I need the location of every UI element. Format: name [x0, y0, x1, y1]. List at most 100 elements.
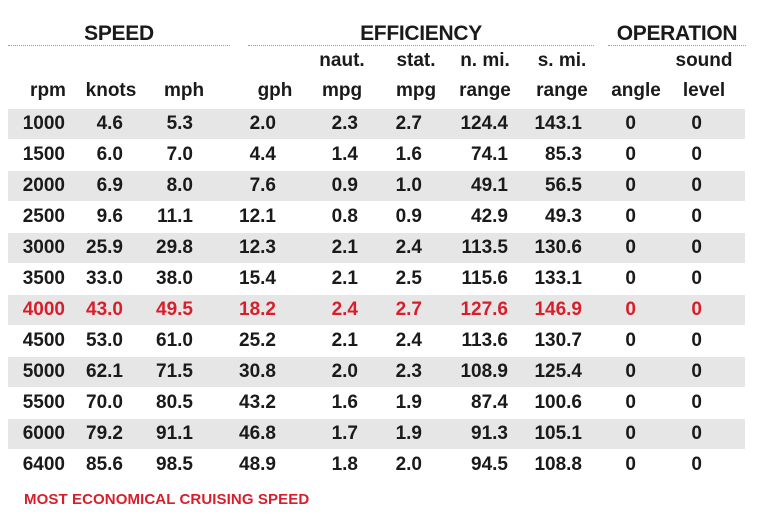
table-cell: 4500 — [22, 330, 65, 351]
table-cell: 2.1 — [331, 330, 358, 351]
table-cell: 130.7 — [534, 330, 582, 351]
table-row: 2000 6.9 8.0 7.6 0.9 1.0 49.1 56.5 0 0 — [8, 171, 745, 201]
table-row: 6000 79.2 91.1 46.8 1.7 1.9 91.3 105.1 0 0 — [8, 419, 745, 449]
table-cell: 91.1 — [156, 423, 193, 444]
column-header: naut. mpg — [307, 46, 377, 106]
table-cell: 0 — [691, 361, 702, 382]
column-header-bottom: mpg — [395, 80, 437, 101]
table-cell: 8.0 — [166, 175, 193, 196]
column-header: knots — [76, 46, 146, 106]
table-cell: 0.9 — [395, 206, 422, 227]
table-cell: 0 — [625, 454, 636, 475]
table-cell: 43.0 — [86, 299, 123, 320]
table-row: 4500 53.0 61.0 25.2 2.1 2.4 113.6 130.7 0 0 — [8, 326, 745, 356]
column-header: rpm — [13, 46, 83, 106]
table-cell: 0 — [625, 361, 636, 382]
table-cell: 87.4 — [471, 392, 508, 413]
group-title-operation: OPERATION — [616, 22, 738, 45]
table-cell: 9.6 — [96, 206, 123, 227]
table-cell: 12.3 — [239, 237, 276, 258]
table-cell: 4.4 — [249, 144, 276, 165]
table-cell: 6.9 — [96, 175, 123, 196]
column-header-bottom: knots — [85, 80, 137, 101]
table-cell: 1.7 — [331, 423, 358, 444]
group-header-efficiency: EFFICIENCY — [248, 22, 594, 46]
table-cell: 18.2 — [239, 299, 276, 320]
column-header-top — [76, 46, 146, 76]
table-cell: 29.8 — [156, 237, 193, 258]
table-cell: 46.8 — [239, 423, 276, 444]
table-cell: 71.5 — [156, 361, 193, 382]
table-cell: 0 — [625, 144, 636, 165]
table-cell: 113.6 — [461, 330, 509, 351]
table-cell: 12.1 — [239, 206, 276, 227]
table-cell: 0 — [625, 237, 636, 258]
column-header-bottom: level — [682, 80, 726, 101]
group-divider — [8, 45, 230, 46]
table-cell: 4000 — [22, 299, 65, 320]
column-header-top: n. mi. — [460, 50, 510, 71]
table-cell: 0 — [691, 175, 702, 196]
table-cell: 0 — [691, 113, 702, 134]
column-header-top: naut. — [319, 50, 365, 71]
table-cell: 125.4 — [534, 361, 582, 382]
table-cell: 2500 — [22, 206, 65, 227]
column-header-top: sound — [675, 50, 733, 71]
table-cell: 1.9 — [395, 423, 422, 444]
table-cell: 130.6 — [534, 237, 582, 258]
table-cell: 79.2 — [86, 423, 123, 444]
table-cell: 0 — [691, 299, 702, 320]
table-cell: 5500 — [22, 392, 65, 413]
table-cell: 0 — [625, 175, 636, 196]
table-cell: 6000 — [22, 423, 65, 444]
table-cell: 30.8 — [239, 361, 276, 382]
table-cell: 38.0 — [156, 268, 193, 289]
table-cell: 2.1 — [331, 268, 358, 289]
table-cell: 61.0 — [156, 330, 193, 351]
table-cell: 0 — [691, 144, 702, 165]
table-cell: 98.5 — [156, 454, 193, 475]
table-cell: 2.4 — [331, 299, 358, 320]
table-cell: 1.8 — [331, 454, 358, 475]
table-cell: 0 — [625, 113, 636, 134]
table-cell: 74.1 — [471, 144, 508, 165]
table-cell: 49.5 — [156, 299, 193, 320]
table-cell: 113.5 — [461, 237, 509, 258]
table-cell: 0 — [625, 268, 636, 289]
table-cell: 62.1 — [86, 361, 123, 382]
column-header: mph — [149, 46, 219, 106]
table-cell: 85.6 — [86, 454, 123, 475]
table-row: 3000 25.9 29.8 12.3 2.1 2.4 113.5 130.6 0 0 — [8, 233, 745, 263]
table-cell: 5.3 — [166, 113, 193, 134]
column-header-top — [601, 46, 671, 76]
group-title-efficiency: EFFICIENCY — [360, 22, 482, 45]
table-row: 3500 33.0 38.0 15.4 2.1 2.5 115.6 133.1 0 0 — [8, 264, 745, 294]
table-cell: 43.2 — [239, 392, 276, 413]
table-cell: 0.9 — [331, 175, 358, 196]
table-cell: 0 — [625, 206, 636, 227]
column-header-row: rpm knots mph gph naut. mpg stat. mpg n. mi. rang… — [0, 46, 759, 106]
column-header-bottom: range — [459, 80, 511, 101]
group-divider — [248, 45, 594, 46]
table-cell: 0 — [691, 206, 702, 227]
column-header-top: stat. — [396, 50, 436, 71]
group-header-speed: SPEED — [8, 22, 230, 46]
table-cell: 115.6 — [461, 268, 509, 289]
column-header: n. mi. range — [450, 46, 520, 106]
table-cell: 7.6 — [249, 175, 276, 196]
column-header-bottom: mpg — [321, 80, 363, 101]
table-cell: 2.7 — [395, 299, 422, 320]
table-cell: 0 — [691, 330, 702, 351]
table-cell: 1.9 — [395, 392, 422, 413]
table-cell: 1.4 — [331, 144, 358, 165]
table-row: 1000 4.6 5.3 2.0 2.3 2.7 124.4 143.1 0 0 — [8, 109, 745, 139]
table-cell: 2.1 — [331, 237, 358, 258]
table-row: 2500 9.6 11.1 12.1 0.8 0.9 42.9 49.3 0 0 — [8, 202, 745, 232]
column-header: s. mi. range — [527, 46, 597, 106]
table-cell: 91.3 — [471, 423, 508, 444]
table-cell: 2.4 — [395, 237, 422, 258]
column-header: stat. mpg — [381, 46, 451, 106]
column-header-bottom: angle — [611, 80, 661, 101]
column-header-bottom: mph — [163, 80, 205, 101]
table-cell: 1000 — [22, 113, 65, 134]
